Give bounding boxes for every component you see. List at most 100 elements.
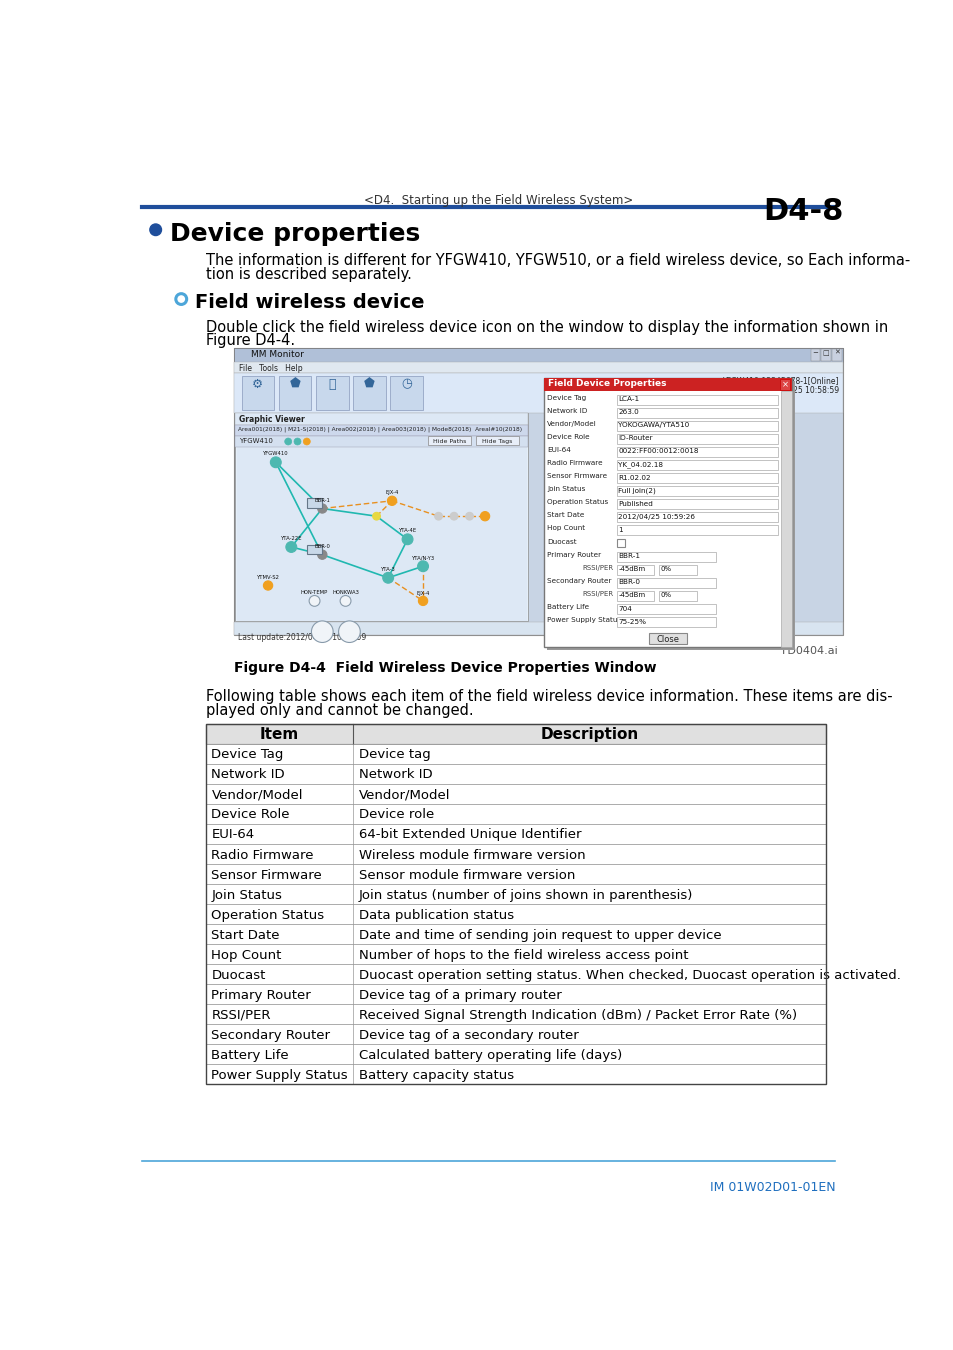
Text: Device tag of a primary router: Device tag of a primary router xyxy=(358,988,561,1002)
Text: 2012/04/25 10:58:59: 2012/04/25 10:58:59 xyxy=(759,385,839,394)
Text: BBR-0: BBR-0 xyxy=(314,544,330,549)
Bar xyxy=(206,825,825,844)
Bar xyxy=(617,421,778,431)
Bar xyxy=(543,378,791,647)
Text: YTA/N-Y3: YTA/N-Y3 xyxy=(411,555,435,560)
Text: Wireless module firmware version: Wireless module firmware version xyxy=(358,849,585,861)
Text: Close: Close xyxy=(656,634,679,644)
Circle shape xyxy=(270,456,281,467)
Text: Item: Item xyxy=(260,728,299,743)
Text: IM 01W02D01-01EN: IM 01W02D01-01EN xyxy=(709,1181,835,1195)
Text: Vendor/Model: Vendor/Model xyxy=(212,788,303,802)
Text: tion is described separately.: tion is described separately. xyxy=(206,267,412,282)
Text: Sensor Firmware: Sensor Firmware xyxy=(546,472,606,479)
Text: EUI-64: EUI-64 xyxy=(212,829,254,841)
Circle shape xyxy=(309,595,319,606)
Bar xyxy=(617,472,778,483)
Text: 0%: 0% xyxy=(660,593,672,598)
Text: Join status (number of joins shown in parenthesis): Join status (number of joins shown in pa… xyxy=(358,888,693,902)
Bar xyxy=(236,447,526,621)
Bar xyxy=(206,724,825,744)
Circle shape xyxy=(340,595,351,606)
Bar xyxy=(617,513,778,522)
Text: Network ID: Network ID xyxy=(358,768,432,782)
Text: LCA-1: LCA-1 xyxy=(618,396,639,402)
Bar xyxy=(617,539,624,547)
Bar xyxy=(810,350,819,362)
Bar xyxy=(233,373,842,413)
Bar xyxy=(206,1045,825,1064)
Text: EJX-4: EJX-4 xyxy=(416,590,429,595)
Text: YTA-22E: YTA-22E xyxy=(280,536,302,541)
Bar xyxy=(390,377,422,410)
Text: Primary Router: Primary Router xyxy=(546,552,600,558)
Circle shape xyxy=(317,504,327,513)
Text: YTA-4E: YTA-4E xyxy=(398,528,416,533)
Circle shape xyxy=(294,437,301,446)
Text: Join Status: Join Status xyxy=(546,486,585,493)
Circle shape xyxy=(402,533,413,544)
Text: 75-25%: 75-25% xyxy=(618,618,646,625)
Text: Device Tag: Device Tag xyxy=(546,394,586,401)
Text: Battery Life: Battery Life xyxy=(546,603,589,610)
Text: Full join(2): Full join(2) xyxy=(618,487,656,494)
Bar xyxy=(233,362,842,373)
Circle shape xyxy=(418,597,427,606)
Text: played only and cannot be changed.: played only and cannot be changed. xyxy=(206,703,474,718)
Text: BBR-1: BBR-1 xyxy=(314,498,330,504)
Bar xyxy=(206,724,825,1084)
Text: <D4.  Starting up the Field Wireless System>: <D4. Starting up the Field Wireless Syst… xyxy=(364,194,633,208)
Text: Operation Status: Operation Status xyxy=(212,909,324,922)
Text: Field wireless device: Field wireless device xyxy=(195,293,424,312)
Bar xyxy=(206,844,825,864)
Text: ⚙: ⚙ xyxy=(253,378,263,390)
Text: Vendor/Model: Vendor/Model xyxy=(358,788,450,802)
Text: Radio Firmware: Radio Firmware xyxy=(212,849,314,861)
Text: Figure D4-4  Field Wireless Device Properties Window: Figure D4-4 Field Wireless Device Proper… xyxy=(233,662,656,675)
Text: YTA-3: YTA-3 xyxy=(380,567,395,571)
Text: Graphic Viewer: Graphic Viewer xyxy=(238,414,304,424)
Text: -45dBm: -45dBm xyxy=(618,566,645,572)
Text: Duocast: Duocast xyxy=(546,539,576,544)
Circle shape xyxy=(450,513,457,520)
Text: YOKOGAWA/YTA510: YOKOGAWA/YTA510 xyxy=(618,423,689,428)
Circle shape xyxy=(317,549,327,559)
Text: Following table shows each item of the field wireless device information. These : Following table shows each item of the f… xyxy=(206,690,892,705)
Bar xyxy=(307,544,322,554)
Text: HONKWA3: HONKWA3 xyxy=(332,590,358,595)
Bar xyxy=(206,744,825,764)
Bar xyxy=(476,436,518,446)
Text: ◷: ◷ xyxy=(401,378,412,390)
Text: Date and time of sending join request to upper device: Date and time of sending join request to… xyxy=(358,929,720,941)
Circle shape xyxy=(263,580,273,590)
Text: D4-8: D4-8 xyxy=(762,197,843,227)
Text: HON-TEMP: HON-TEMP xyxy=(300,590,328,595)
Bar xyxy=(617,603,716,614)
Text: YK_04.02.18: YK_04.02.18 xyxy=(618,462,662,468)
Circle shape xyxy=(150,224,161,235)
Text: Data publication status: Data publication status xyxy=(358,909,514,922)
Text: R1.02.02: R1.02.02 xyxy=(618,475,650,481)
Text: Last update:2012/04/25 10:58:59: Last update:2012/04/25 10:58:59 xyxy=(237,633,366,643)
Text: Vendor/Model: Vendor/Model xyxy=(546,421,597,427)
Text: YFGW410-12345678-1[Online]: YFGW410-12345678-1[Online] xyxy=(722,377,839,385)
Bar xyxy=(831,350,841,362)
Text: ⬟: ⬟ xyxy=(364,378,375,390)
Text: Area001(2018) | M21-S(2018) | Area002(2018) | Area003(2018) | Mode8(2018)  Areal: Area001(2018) | M21-S(2018) | Area002(20… xyxy=(237,427,521,432)
Bar xyxy=(235,413,528,621)
Text: Radio Firmware: Radio Firmware xyxy=(546,460,602,466)
Circle shape xyxy=(417,560,428,571)
Text: Device Role: Device Role xyxy=(546,433,589,440)
Text: Network ID: Network ID xyxy=(546,408,587,413)
Bar xyxy=(648,633,686,644)
Bar xyxy=(659,564,696,575)
Text: Published: Published xyxy=(618,501,653,506)
Circle shape xyxy=(382,572,394,583)
Bar xyxy=(206,904,825,925)
Bar xyxy=(617,486,778,497)
Bar xyxy=(206,864,825,884)
Text: Received Signal Strength Indication (dBm) / Packet Error Rate (%): Received Signal Strength Indication (dBm… xyxy=(358,1008,796,1022)
Bar xyxy=(233,348,842,362)
Bar xyxy=(206,1064,825,1084)
Text: Hop Count: Hop Count xyxy=(546,525,584,532)
